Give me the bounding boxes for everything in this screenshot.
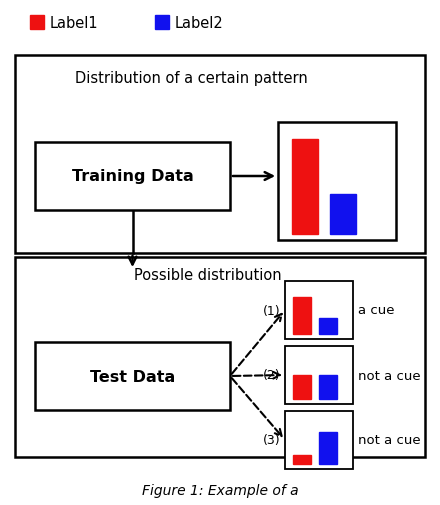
Bar	[155, 16, 169, 30]
Bar	[35, 143, 230, 211]
Bar	[30, 16, 44, 30]
Bar	[292, 140, 318, 234]
Bar	[319, 375, 337, 399]
Bar	[285, 281, 353, 339]
Text: Label1: Label1	[50, 16, 99, 30]
Text: not a cue: not a cue	[358, 369, 421, 382]
Text: not a cue: not a cue	[358, 434, 421, 446]
Text: Test Data: Test Data	[90, 369, 175, 384]
Bar	[293, 375, 311, 399]
Text: Possible distribution: Possible distribution	[134, 268, 282, 283]
Bar	[15, 56, 425, 254]
Text: Training Data: Training Data	[72, 169, 193, 184]
Bar	[319, 432, 337, 464]
Bar	[15, 258, 425, 457]
Text: Label2: Label2	[175, 16, 224, 30]
Bar	[285, 411, 353, 469]
Text: (2): (2)	[264, 369, 281, 382]
Text: (3): (3)	[264, 434, 281, 446]
Bar	[319, 318, 337, 334]
Bar	[278, 123, 396, 240]
Text: (1): (1)	[264, 304, 281, 317]
Text: Distribution of a certain pattern: Distribution of a certain pattern	[75, 70, 308, 85]
Text: Figure 1: Example of a: Figure 1: Example of a	[142, 483, 298, 497]
Bar	[330, 194, 356, 234]
Bar	[293, 297, 311, 334]
Text: a cue: a cue	[358, 304, 395, 317]
Bar	[35, 342, 230, 410]
Bar	[293, 455, 311, 464]
Bar	[285, 346, 353, 404]
